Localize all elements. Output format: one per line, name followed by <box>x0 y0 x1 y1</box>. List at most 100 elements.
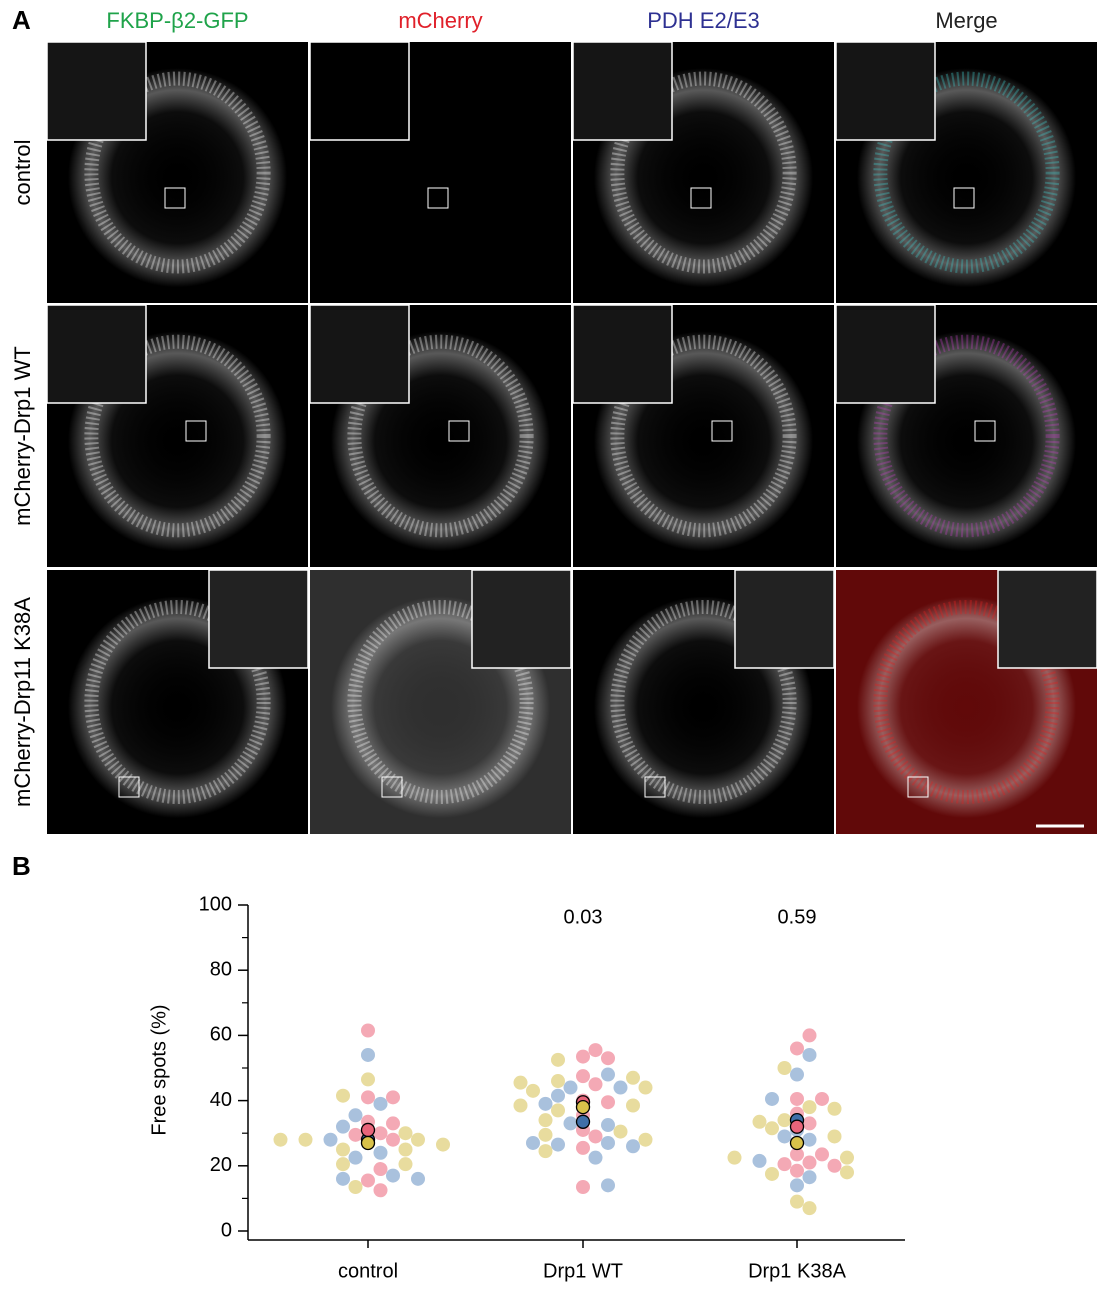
cell-signal <box>347 334 534 538</box>
inset <box>572 41 673 141</box>
data-point <box>551 1052 565 1067</box>
data-point <box>588 1129 603 1144</box>
data-point <box>601 1051 615 1066</box>
data-point <box>336 1119 350 1134</box>
data-point <box>802 1116 817 1131</box>
roi-box <box>448 420 470 442</box>
data-point <box>563 1080 578 1095</box>
data-point <box>373 1096 388 1111</box>
data-point <box>361 1023 375 1038</box>
data-point <box>588 1043 603 1058</box>
x-tick-label: Drp1 K38A <box>748 1260 846 1282</box>
data-point <box>538 1127 553 1142</box>
data-point <box>551 1103 565 1118</box>
column-title: mCherry <box>398 8 482 33</box>
data-point <box>727 1150 742 1165</box>
roi-box <box>690 187 712 209</box>
data-point <box>777 1129 792 1144</box>
data-point <box>538 1113 553 1128</box>
data-point <box>361 1090 375 1105</box>
roi-box <box>974 420 996 442</box>
data-point <box>802 1028 817 1043</box>
data-point <box>588 1077 603 1092</box>
data-point <box>563 1116 578 1131</box>
data-point <box>576 1140 590 1155</box>
inset <box>835 304 936 404</box>
data-point <box>790 1067 804 1082</box>
mean-point <box>789 1135 805 1151</box>
roi-box <box>907 776 929 798</box>
panel-label: B <box>12 851 31 881</box>
column-title: Merge <box>935 8 997 33</box>
data-point <box>613 1124 628 1139</box>
inset <box>309 41 410 141</box>
data-point <box>298 1132 313 1147</box>
cell-signal <box>347 599 534 805</box>
column-title: PDH E2/E3 <box>647 8 760 33</box>
inset <box>46 41 147 141</box>
data-point <box>576 1179 590 1194</box>
data-point <box>752 1153 767 1168</box>
cell-signal <box>873 71 1060 274</box>
cell-signal <box>610 599 797 805</box>
p-value: 0.59 <box>778 906 817 928</box>
data-point <box>373 1162 388 1177</box>
data-point <box>790 1178 804 1193</box>
data-point <box>601 1135 615 1150</box>
data-point <box>411 1132 425 1147</box>
mean-point <box>575 1099 591 1115</box>
roi-box <box>427 187 449 209</box>
cell-signal <box>84 599 271 805</box>
data-point <box>398 1142 413 1157</box>
y-tick-label: 40 <box>210 1089 232 1111</box>
data-point <box>777 1113 792 1128</box>
data-point <box>638 1080 653 1095</box>
roi-box <box>185 420 207 442</box>
y-tick-label: 20 <box>210 1154 232 1176</box>
data-point <box>386 1132 400 1147</box>
data-point <box>273 1132 288 1147</box>
cell-signal <box>610 71 797 274</box>
data-point <box>752 1114 767 1129</box>
data-point <box>802 1047 817 1062</box>
inset <box>997 569 1098 669</box>
inset <box>572 304 673 404</box>
cell-signal <box>84 334 271 538</box>
data-point <box>626 1070 640 1085</box>
data-point <box>436 1137 450 1152</box>
roi-box <box>381 776 403 798</box>
inset <box>46 304 147 404</box>
data-point <box>538 1144 553 1159</box>
data-point <box>790 1091 804 1106</box>
roi-box <box>644 776 666 798</box>
roi-box <box>118 776 140 798</box>
data-point <box>626 1139 640 1154</box>
data-point <box>802 1100 817 1115</box>
y-axis-label: Free spots (%) <box>148 1004 170 1135</box>
data-point <box>398 1157 413 1172</box>
data-point <box>336 1142 350 1157</box>
data-point <box>386 1116 400 1131</box>
data-point <box>827 1101 842 1116</box>
y-tick-label: 60 <box>210 1024 232 1046</box>
cell-signal <box>873 334 1060 538</box>
data-point <box>790 1147 804 1162</box>
data-point <box>601 1118 615 1133</box>
data-point <box>613 1080 628 1095</box>
inset <box>309 304 410 404</box>
data-point <box>551 1074 565 1089</box>
data-point <box>348 1179 363 1194</box>
data-point <box>373 1183 388 1198</box>
cell-signal <box>84 71 271 274</box>
data-point <box>601 1178 615 1193</box>
roi-box <box>711 420 733 442</box>
mean-point <box>360 1135 376 1151</box>
data-point <box>348 1108 363 1123</box>
data-point <box>815 1147 829 1162</box>
inset <box>208 569 309 669</box>
data-point <box>827 1158 842 1173</box>
cell-signal <box>610 334 797 538</box>
data-point <box>765 1166 779 1181</box>
data-point <box>790 1163 804 1178</box>
